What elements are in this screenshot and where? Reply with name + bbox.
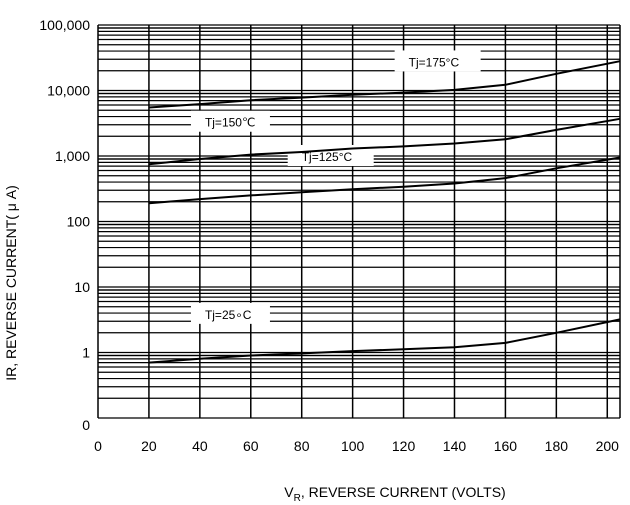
grid-lines [97, 24, 621, 419]
annotations: Tj=175°C Tj=150℃ Tj=125°C Tj=25∘C [205, 55, 460, 321]
annotation-label: Tj=175°C [409, 55, 460, 69]
y-tick-label: 100,000 [39, 17, 90, 33]
series-lines [148, 60, 621, 364]
x-tick-label: 40 [192, 438, 208, 454]
series-line-1 [148, 156, 621, 205]
x-tick-label: 0 [94, 438, 102, 454]
annotation-box [394, 50, 481, 72]
series-line-3 [148, 60, 621, 109]
y-tick-label: 10 [74, 279, 90, 295]
annotation-label: Tj=25∘C [205, 308, 252, 322]
y-axis-label: IR, REVERSE CURRENT( μ A) [3, 185, 19, 381]
x-tick-label: 140 [443, 438, 467, 454]
x-tick-label: 60 [243, 438, 259, 454]
annotation-box [287, 144, 374, 166]
x-axis-label: VR, REVERSE CURRENT (VOLTS) [284, 484, 505, 504]
annotation-backgrounds [190, 50, 481, 324]
annotation-box [190, 302, 270, 324]
y-tick-label: 100 [67, 214, 91, 230]
annotation-label: Tj=150℃ [205, 116, 256, 130]
y-tick-label: 0 [82, 417, 90, 433]
y-tick-label: 10,000 [47, 83, 90, 99]
x-tick-label: 160 [494, 438, 518, 454]
x-tick-label: 20 [141, 438, 157, 454]
x-tick-label: 180 [545, 438, 569, 454]
series-line-0 [148, 318, 621, 364]
annotation-box [190, 110, 270, 132]
x-tick-label: 80 [294, 438, 310, 454]
y-tick-label: 1,000 [55, 148, 90, 164]
tick-labels: 0 20 40 60 80 100 120 140 160 180 200 0 1 10 100 1,000 1… [39, 17, 619, 454]
x-tick-label: 200 [596, 438, 620, 454]
y-tick-label: 1 [82, 345, 90, 361]
annotation-label: Tj=125°C [302, 150, 353, 164]
x-tick-label: 100 [341, 438, 365, 454]
x-tick-label: 120 [392, 438, 416, 454]
series-line-2 [148, 117, 621, 166]
